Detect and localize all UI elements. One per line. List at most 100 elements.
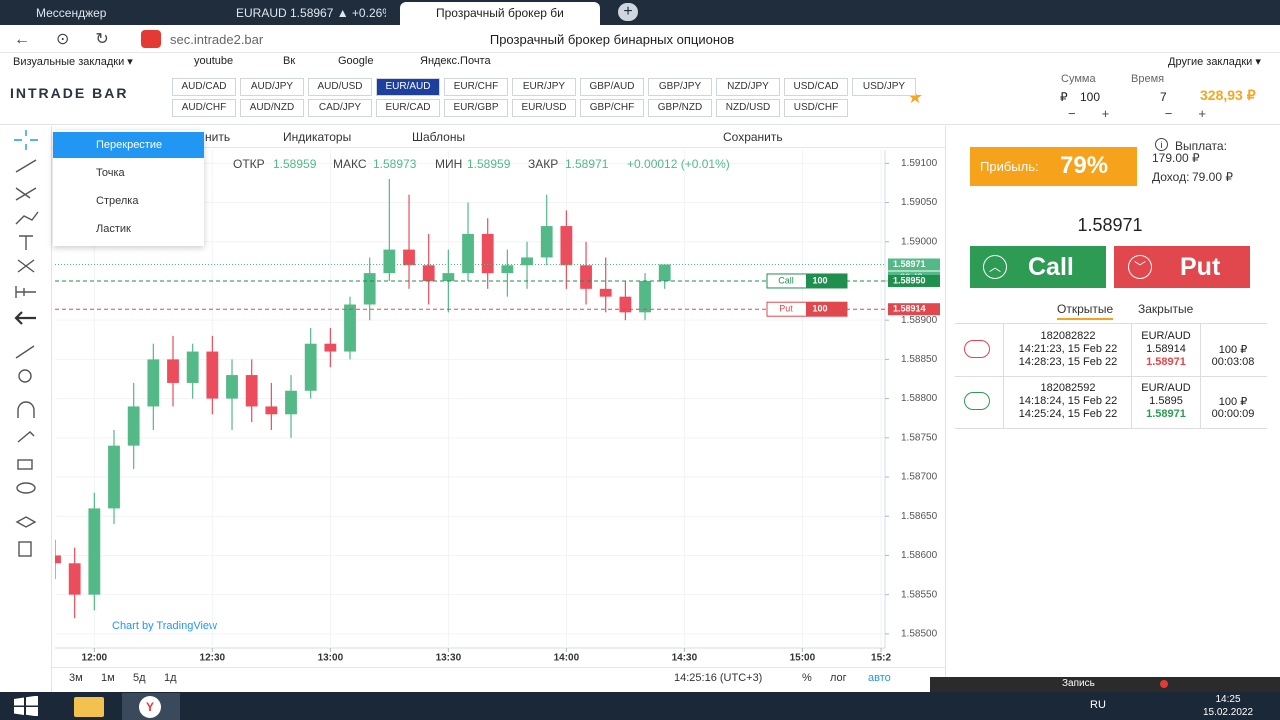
current-price: 1.58971	[1077, 215, 1143, 235]
candle-body	[658, 264, 671, 281]
range-button[interactable]: 1д	[164, 672, 177, 684]
candle-body	[383, 249, 396, 274]
hidden-button[interactable]: нить	[205, 130, 231, 144]
pair-button[interactable]: USD/CAD	[784, 78, 848, 96]
y-tick-label: 1.59050	[901, 197, 938, 208]
tab-title[interactable]: Прозрачный брокер би	[436, 6, 564, 20]
start-button[interactable]	[14, 696, 38, 716]
deal-pair: EUR/AUD	[1141, 330, 1191, 342]
pair-button[interactable]: EUR/CHF	[444, 78, 508, 96]
recorder-label[interactable]: Запись	[1062, 678, 1095, 689]
url[interactable]: sec.intrade2.bar	[170, 32, 264, 47]
deal-tag: Call	[778, 275, 794, 285]
templates-button[interactable]: Шаблоны	[412, 130, 466, 144]
profit: 79%	[1060, 152, 1109, 179]
tray-time[interactable]: 14:25	[1215, 694, 1241, 705]
tool-menu-item[interactable]: Перекрестие	[96, 139, 163, 151]
pair-button[interactable]: AUD/NZD	[240, 99, 304, 117]
candle-body	[186, 351, 199, 383]
credit[interactable]: Chart by TradingView	[112, 620, 217, 632]
indicators-button[interactable]: Индикаторы	[283, 130, 352, 144]
tool-menu-item[interactable]: Точка	[96, 167, 125, 179]
range-button[interactable]: 3м	[69, 672, 83, 684]
range-button[interactable]: 1м	[101, 672, 115, 684]
scale-mode[interactable]: лог	[830, 672, 847, 684]
deal-id: 182082822	[1040, 330, 1096, 342]
bookmark[interactable]: Вк	[283, 55, 296, 67]
pair-button[interactable]: AUD/USD	[308, 78, 372, 96]
pair-button[interactable]: EUR/GBP	[444, 99, 508, 117]
balance: 328,93 ₽	[1200, 87, 1256, 103]
tab-title[interactable]: EURAUD 1.58967 ▲ +0.26%	[236, 6, 386, 20]
tool-menu-item[interactable]: Стрелка	[96, 195, 139, 207]
time-input[interactable]: 7	[1160, 90, 1167, 104]
scale-mode[interactable]: %	[802, 672, 812, 684]
bookmark[interactable]: Визуальные закладки ▾	[13, 56, 133, 68]
pair-button[interactable]: GBP/JPY	[648, 78, 712, 96]
tray-date[interactable]: 15.02.2022	[1202, 707, 1254, 718]
scale-mode[interactable]: авто	[868, 672, 891, 684]
active-tab[interactable]	[400, 2, 600, 25]
deals-column-line	[1200, 323, 1201, 429]
x-tick-label: 15:00	[790, 653, 816, 664]
y-tick-label: 1.58650	[901, 511, 938, 522]
deal-left: 00:03:08	[1211, 356, 1255, 368]
pair-button[interactable]: EUR/AUD	[376, 78, 440, 96]
x-tick-label: 14:30	[672, 653, 698, 664]
pair-button[interactable]: NZD/USD	[716, 99, 780, 117]
deal-opened: 14:18:24, 15 Feb 22	[1018, 395, 1118, 407]
call-label[interactable]: Call	[1028, 253, 1074, 281]
pair-button[interactable]: USD/CHF	[784, 99, 848, 117]
pair-button[interactable]: AUD/CAD	[172, 78, 236, 96]
candle-body	[560, 226, 573, 266]
pair-button[interactable]: EUR/JPY	[512, 78, 576, 96]
candle-body	[619, 296, 632, 313]
recorder-dot[interactable]	[1160, 680, 1168, 688]
deals-tab[interactable]: Открытые	[1057, 302, 1114, 320]
bookmark[interactable]: youtube	[194, 55, 234, 67]
candle-body	[245, 375, 258, 407]
other-bookmarks[interactable]: Другие закладки ▾	[1168, 56, 1261, 68]
pair-button[interactable]: AUD/CHF	[172, 99, 236, 117]
pair-button[interactable]: NZD/JPY	[716, 78, 780, 96]
lang[interactable]: RU	[1090, 699, 1106, 711]
candle-body	[422, 265, 435, 281]
y-tick-label: 1.59100	[901, 158, 938, 169]
pair-button[interactable]: CAD/JPY	[308, 99, 372, 117]
y-tick-label: 1.58550	[901, 589, 938, 600]
tab-title[interactable]: Мессенджер	[36, 6, 107, 20]
candle-body	[521, 257, 533, 266]
pair-button[interactable]: USD/JPY	[852, 78, 916, 96]
put-label[interactable]: Put	[1180, 253, 1221, 281]
explorer-icon[interactable]	[74, 697, 104, 717]
candle-body	[481, 233, 494, 274]
recorder-bar	[930, 677, 1280, 692]
candle-body	[55, 555, 61, 564]
pair-button[interactable]: GBP/CHF	[580, 99, 644, 117]
tool-menu-item[interactable]: Ластик	[96, 223, 131, 235]
candle-body	[304, 343, 317, 391]
pair-button[interactable]: AUD/JPY	[240, 78, 304, 96]
deal-tag-amount-box	[806, 302, 847, 317]
pair-button[interactable]: GBP/NZD	[648, 99, 712, 117]
save-button[interactable]: Сохранить	[723, 130, 783, 144]
range-button[interactable]: 5д	[133, 672, 146, 684]
tab-bar	[0, 0, 1280, 25]
bookmark[interactable]: Яндекс.Почта	[420, 55, 491, 67]
pair-button[interactable]: GBP/AUD	[580, 78, 644, 96]
page-title: Прозрачный брокер бинарных опционов	[489, 32, 735, 47]
price-level-label: 1.58950	[893, 275, 926, 285]
candle-body	[68, 563, 81, 595]
bookmark[interactable]: Google	[338, 55, 374, 67]
deal-tag-amount: 100	[812, 275, 827, 285]
steppers[interactable]: −+ −+	[1068, 106, 1232, 121]
legend-item: 1.58959	[273, 157, 317, 171]
new-tab[interactable]: +	[618, 3, 638, 21]
nav-icons[interactable]: ←⊙↻	[14, 31, 135, 48]
candle-body	[599, 288, 612, 297]
deals-tab[interactable]: Закрытые	[1138, 302, 1194, 316]
sum-input[interactable]: 100	[1080, 90, 1101, 104]
candle-body	[285, 390, 297, 415]
pair-button[interactable]: EUR/USD	[512, 99, 576, 117]
pair-button[interactable]: EUR/CAD	[376, 99, 440, 117]
